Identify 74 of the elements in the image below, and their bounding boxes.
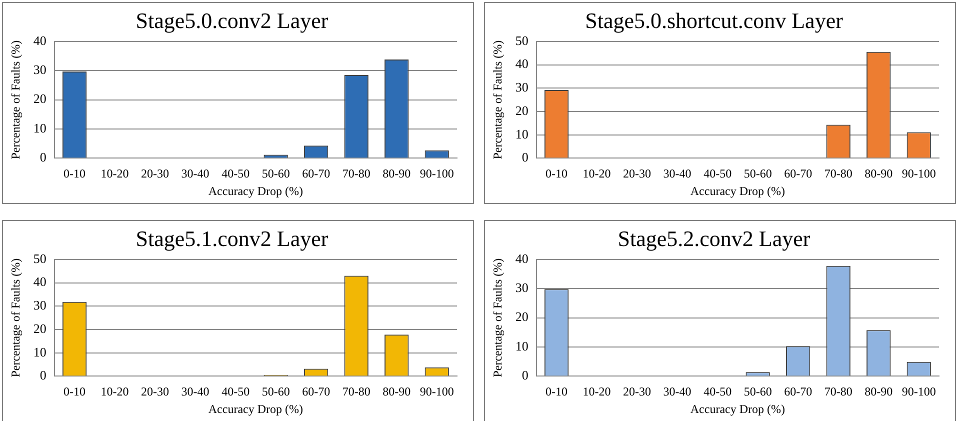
x-tick-label: 90-100	[420, 384, 454, 399]
x-tick-label: 90-100	[902, 166, 936, 181]
x-tick-label: 0-10	[64, 166, 86, 181]
y-tick-label: 10	[515, 126, 528, 142]
y-tick-label: 30	[33, 298, 46, 313]
y-tick-label: 40	[33, 32, 46, 48]
x-tick-label: 90-100	[420, 166, 454, 181]
x-tick-label: 50-60	[262, 384, 290, 399]
y-tick-label: 10	[33, 120, 46, 136]
x-tick-label: 40-50	[704, 384, 732, 399]
y-tick-label: 30	[33, 62, 46, 78]
x-tick-label: 20-30	[141, 384, 170, 399]
x-tick-label: 60-70	[302, 384, 330, 399]
x-tick-label: 10-20	[100, 384, 129, 399]
y-tick-label: 0	[522, 150, 528, 165]
x-tick-label: 0-10	[64, 384, 86, 399]
x-tick-label: 70-80	[824, 166, 852, 181]
x-tick-label: 60-70	[302, 166, 330, 181]
x-tick-label: 30-40	[663, 384, 692, 399]
x-tick-label: 90-100	[902, 384, 936, 399]
x-tick-label: 40-50	[222, 384, 250, 399]
x-tick-label: 60-70	[784, 384, 812, 399]
x-tick-label: 40-50	[704, 166, 732, 181]
x-tick-label: 70-80	[342, 166, 370, 181]
y-tick-label: 0	[522, 368, 528, 383]
x-tick-label: 80-90	[864, 384, 893, 399]
x-tick-label: 70-80	[342, 384, 370, 399]
x-tick-label: 40-50	[222, 166, 250, 181]
y-tick-label: 10	[515, 338, 528, 354]
y-tick-label: 30	[515, 280, 528, 296]
y-tick-label: 0	[40, 150, 46, 165]
y-tick-label: 0	[40, 368, 46, 383]
y-tick-label: 50	[515, 32, 528, 48]
y-tick-label: 20	[515, 102, 528, 118]
y-axis-title: Percentage of Faults (%)	[490, 258, 504, 378]
x-tick-label: 50-60	[262, 166, 290, 181]
y-tick-label: 20	[33, 91, 46, 106]
y-axis-title: Percentage of Faults (%)	[8, 40, 22, 160]
y-tick-label: 40	[515, 250, 528, 266]
x-axis-title: Accuracy Drop (%)	[690, 402, 786, 416]
y-tick-label: 30	[515, 80, 528, 95]
x-tick-label: 30-40	[663, 166, 692, 181]
x-axis-title: Accuracy Drop (%)	[690, 184, 786, 198]
x-tick-label: 80-90	[864, 166, 893, 181]
x-tick-label: 80-90	[382, 166, 411, 181]
chart-title: Stage5.0.conv2 Layer	[136, 8, 329, 33]
y-tick-label: 40	[515, 56, 528, 72]
chart-title: Stage5.1.conv2 Layer	[136, 226, 329, 251]
x-tick-label: 60-70	[784, 166, 812, 181]
x-tick-label: 10-20	[100, 166, 129, 181]
x-axis-title: Accuracy Drop (%)	[208, 184, 304, 198]
x-axis-title: Accuracy Drop (%)	[208, 402, 304, 416]
x-tick-label: 70-80	[824, 384, 852, 399]
x-tick-label: 20-30	[141, 166, 170, 181]
x-tick-label: 20-30	[623, 166, 652, 181]
y-axis-title: Percentage of Faults (%)	[8, 258, 22, 378]
y-tick-label: 10	[33, 344, 46, 360]
y-tick-label: 20	[33, 320, 46, 336]
x-tick-label: 10-20	[582, 166, 611, 181]
x-tick-label: 30-40	[181, 166, 210, 181]
x-tick-label: 0-10	[546, 384, 568, 399]
x-tick-label: 50-60	[744, 384, 772, 399]
x-tick-label: 30-40	[181, 384, 210, 399]
y-tick-label: 50	[33, 250, 46, 266]
chart-title: Stage5.0.shortcut.conv Layer	[585, 8, 844, 33]
x-tick-label: 80-90	[382, 384, 411, 399]
y-tick-label: 40	[33, 274, 46, 290]
x-tick-label: 20-30	[623, 384, 652, 399]
y-axis-title: Percentage of Faults (%)	[490, 40, 504, 160]
x-tick-label: 0-10	[546, 166, 568, 181]
x-tick-label: 50-60	[744, 166, 772, 181]
x-tick-label: 10-20	[582, 384, 611, 399]
y-tick-label: 20	[515, 309, 528, 324]
chart-title: Stage5.2.conv2 Layer	[618, 226, 811, 251]
